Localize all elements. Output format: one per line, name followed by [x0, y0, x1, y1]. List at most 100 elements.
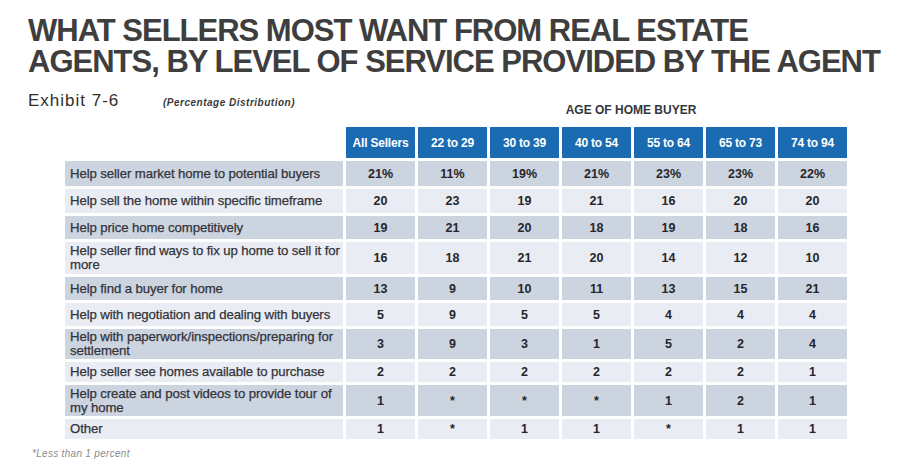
row-label: Help find a buyer for home: [65, 277, 343, 300]
value-cell: 2: [634, 362, 703, 382]
table-row: Help with paperwork/inspections/preparin…: [65, 329, 847, 359]
column-header: 55 to 64: [634, 127, 703, 158]
value-cell: 9: [418, 303, 487, 326]
value-cell: 18: [418, 242, 487, 274]
value-cell: *: [418, 385, 487, 416]
value-cell: 18: [562, 216, 631, 239]
value-cell: 21: [562, 189, 631, 213]
value-cell: 21: [418, 216, 487, 239]
value-cell: 20: [490, 216, 559, 239]
value-cell: 5: [634, 329, 703, 359]
value-cell: 21%: [346, 161, 415, 186]
page-title-line2: AGENTS, BY LEVEL OF SERVICE PROVIDED BY …: [28, 44, 880, 79]
value-cell: 2: [562, 362, 631, 382]
value-cell: 4: [778, 329, 847, 359]
value-cell: 3: [490, 329, 559, 359]
value-cell: 23%: [634, 161, 703, 186]
value-cell: 1: [778, 362, 847, 382]
value-cell: 1: [346, 385, 415, 416]
value-cell: 1: [562, 419, 631, 439]
column-header: 74 to 94: [778, 127, 847, 158]
page-title-line1: WHAT SELLERS MOST WANT FROM REAL ESTATE: [28, 13, 748, 48]
row-label: Help price home competitively: [65, 216, 343, 239]
value-cell: 3: [346, 329, 415, 359]
value-cell: 5: [490, 303, 559, 326]
column-header: 22 to 29: [418, 127, 487, 158]
table-row: Help sell the home within specific timef…: [65, 189, 847, 213]
column-header-row: All Sellers22 to 2930 to 3940 to 5455 to…: [65, 127, 847, 158]
row-label: Help create and post videos to provide t…: [65, 385, 343, 416]
value-cell: 16: [778, 216, 847, 239]
column-header: All Sellers: [346, 127, 415, 158]
value-cell: 9: [418, 329, 487, 359]
value-cell: 22%: [778, 161, 847, 186]
value-cell: 2: [490, 362, 559, 382]
value-cell: 15: [706, 277, 775, 300]
row-label: Help with negotiation and dealing with b…: [65, 303, 343, 326]
age-group-header: AGE OF HOME BUYER: [381, 103, 881, 117]
corner-cell: [65, 127, 343, 158]
value-cell: 2: [706, 329, 775, 359]
value-cell: 20: [346, 189, 415, 213]
value-cell: 19: [490, 189, 559, 213]
footnote: *Less than 1 percent: [32, 448, 130, 459]
value-cell: 20: [706, 189, 775, 213]
value-cell: 10: [490, 277, 559, 300]
value-cell: 10: [778, 242, 847, 274]
value-cell: 1: [634, 385, 703, 416]
value-cell: 5: [346, 303, 415, 326]
row-label: Help seller market home to potential buy…: [65, 161, 343, 186]
column-header: 30 to 39: [490, 127, 559, 158]
value-cell: 2: [418, 362, 487, 382]
value-cell: 2: [706, 385, 775, 416]
table-row: Other1*11*11: [65, 419, 847, 439]
value-cell: 14: [634, 242, 703, 274]
value-cell: 13: [346, 277, 415, 300]
value-cell: *: [562, 385, 631, 416]
value-cell: 23: [418, 189, 487, 213]
value-cell: 18: [706, 216, 775, 239]
value-cell: 21: [490, 242, 559, 274]
table-row: Help seller find ways to fix up home to …: [65, 242, 847, 274]
table-row: Help price home competitively19212018191…: [65, 216, 847, 239]
value-cell: 13: [634, 277, 703, 300]
value-cell: 11%: [418, 161, 487, 186]
table-row: Help find a buyer for home1391011131521: [65, 277, 847, 300]
value-cell: 4: [634, 303, 703, 326]
value-cell: 2: [706, 362, 775, 382]
value-cell: 12: [706, 242, 775, 274]
value-cell: 2: [346, 362, 415, 382]
value-cell: *: [634, 419, 703, 439]
page: WHAT SELLERS MOST WANT FROM REAL ESTATE …: [0, 0, 900, 461]
value-cell: 19: [634, 216, 703, 239]
exhibit-label: Exhibit 7-6: [28, 91, 119, 111]
value-cell: 21%: [562, 161, 631, 186]
value-cell: 1: [346, 419, 415, 439]
value-cell: 9: [418, 277, 487, 300]
value-cell: 4: [706, 303, 775, 326]
value-cell: 1: [778, 385, 847, 416]
value-cell: 20: [778, 189, 847, 213]
percentage-distribution-note: (Percentage Distribution): [163, 97, 295, 108]
value-cell: 11: [562, 277, 631, 300]
value-cell: 4: [778, 303, 847, 326]
value-cell: 5: [562, 303, 631, 326]
row-label: Help seller see homes available to purch…: [65, 362, 343, 382]
value-cell: 1: [778, 419, 847, 439]
value-cell: 20: [562, 242, 631, 274]
row-label: Help sell the home within specific timef…: [65, 189, 343, 213]
table-row: Help with negotiation and dealing with b…: [65, 303, 847, 326]
value-cell: 23%: [706, 161, 775, 186]
value-cell: 16: [346, 242, 415, 274]
column-header: 65 to 73: [706, 127, 775, 158]
column-header: 40 to 54: [562, 127, 631, 158]
value-cell: 21: [778, 277, 847, 300]
table-row: Help create and post videos to provide t…: [65, 385, 847, 416]
value-cell: *: [418, 419, 487, 439]
value-cell: *: [490, 385, 559, 416]
value-cell: 16: [634, 189, 703, 213]
row-label: Other: [65, 419, 343, 439]
row-label: Help with paperwork/inspections/preparin…: [65, 329, 343, 359]
row-label: Help seller find ways to fix up home to …: [65, 242, 343, 274]
value-cell: 19: [346, 216, 415, 239]
